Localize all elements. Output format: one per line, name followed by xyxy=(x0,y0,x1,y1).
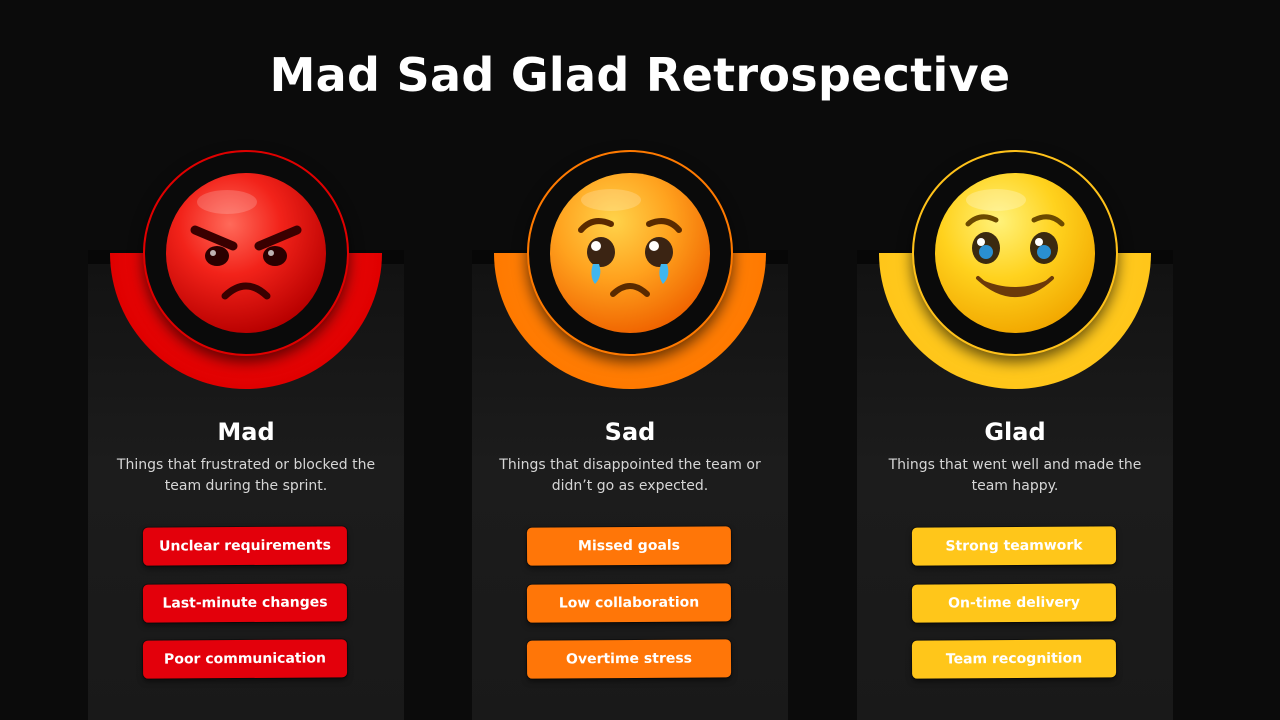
sad-item-tag: Overtime stress xyxy=(526,639,732,679)
mad-item-tag: Poor communication xyxy=(142,639,348,679)
glad-item-tag: On-time delivery xyxy=(911,583,1117,623)
crying-face-icon xyxy=(549,172,711,334)
slide-title: Mad Sad Glad Retrospective xyxy=(269,48,1011,102)
glad-item-tag: Team recognition xyxy=(911,639,1117,679)
column-title: Sad xyxy=(604,418,656,446)
glad-item-tag: Strong teamwork xyxy=(911,526,1117,566)
column-title: Glad xyxy=(984,418,1046,446)
column-description: Things that frustrated or blocked the te… xyxy=(116,457,376,494)
column-description: Things that went well and made the team … xyxy=(888,457,1142,494)
column-glad: Glad Things that went well and made the … xyxy=(857,150,1173,720)
sad-item-tag: Missed goals xyxy=(526,526,732,566)
column-mad: Mad Things that frustrated or blocked th… xyxy=(88,150,404,720)
column-sad: Sad Things that disappointed the team or… xyxy=(472,150,788,720)
mad-item-tag: Last-minute changes xyxy=(142,583,348,623)
column-description: Things that disappointed the team or did… xyxy=(499,457,761,494)
sad-item-tag: Low collaboration xyxy=(526,583,732,623)
smiling-face-icon xyxy=(934,172,1096,334)
angry-face-icon xyxy=(165,172,327,334)
column-title: Mad xyxy=(217,418,275,446)
mad-item-tag: Unclear requirements xyxy=(142,526,348,566)
